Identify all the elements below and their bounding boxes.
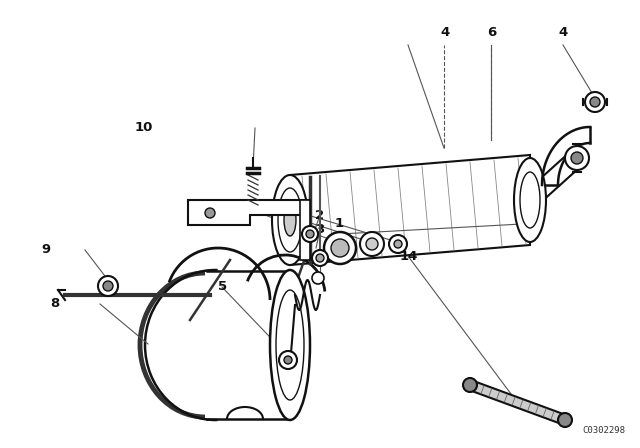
Text: 5: 5 bbox=[328, 239, 337, 252]
Ellipse shape bbox=[514, 158, 546, 242]
Text: 4: 4 bbox=[440, 26, 449, 39]
Ellipse shape bbox=[360, 232, 384, 256]
Ellipse shape bbox=[366, 238, 378, 250]
Ellipse shape bbox=[312, 272, 324, 284]
Ellipse shape bbox=[306, 230, 314, 238]
Ellipse shape bbox=[565, 146, 589, 170]
Ellipse shape bbox=[98, 276, 118, 296]
Polygon shape bbox=[290, 155, 530, 265]
Ellipse shape bbox=[284, 204, 296, 236]
Ellipse shape bbox=[270, 270, 310, 420]
Text: 10: 10 bbox=[135, 121, 153, 134]
Ellipse shape bbox=[272, 175, 308, 265]
Ellipse shape bbox=[520, 172, 540, 228]
Ellipse shape bbox=[302, 226, 318, 242]
Ellipse shape bbox=[279, 351, 297, 369]
Ellipse shape bbox=[331, 239, 349, 257]
Ellipse shape bbox=[276, 290, 304, 400]
Ellipse shape bbox=[558, 413, 572, 427]
Text: 4: 4 bbox=[559, 26, 568, 39]
Ellipse shape bbox=[316, 254, 324, 262]
Text: 3: 3 bbox=[316, 223, 324, 236]
Ellipse shape bbox=[205, 208, 215, 218]
Ellipse shape bbox=[571, 152, 583, 164]
Ellipse shape bbox=[463, 378, 477, 392]
Polygon shape bbox=[300, 200, 310, 260]
Ellipse shape bbox=[590, 97, 600, 107]
Text: 11: 11 bbox=[239, 203, 257, 216]
Text: 9: 9 bbox=[42, 243, 51, 257]
Ellipse shape bbox=[585, 92, 605, 112]
Ellipse shape bbox=[103, 281, 113, 291]
Text: 6: 6 bbox=[487, 26, 496, 39]
Ellipse shape bbox=[389, 235, 407, 253]
Ellipse shape bbox=[324, 232, 356, 264]
Text: 1: 1 bbox=[335, 216, 344, 230]
Polygon shape bbox=[468, 380, 567, 425]
Text: 14: 14 bbox=[399, 250, 417, 263]
Text: 8: 8 bbox=[50, 297, 59, 310]
Ellipse shape bbox=[394, 240, 402, 248]
Text: C0302298: C0302298 bbox=[582, 426, 625, 435]
Text: 2: 2 bbox=[316, 208, 324, 222]
Text: 12: 12 bbox=[261, 203, 279, 216]
Text: 13: 13 bbox=[282, 203, 300, 216]
Text: 7: 7 bbox=[316, 253, 324, 267]
Ellipse shape bbox=[278, 188, 302, 252]
Ellipse shape bbox=[312, 250, 328, 266]
Ellipse shape bbox=[284, 356, 292, 364]
Text: 5: 5 bbox=[218, 280, 227, 293]
Polygon shape bbox=[188, 200, 310, 225]
